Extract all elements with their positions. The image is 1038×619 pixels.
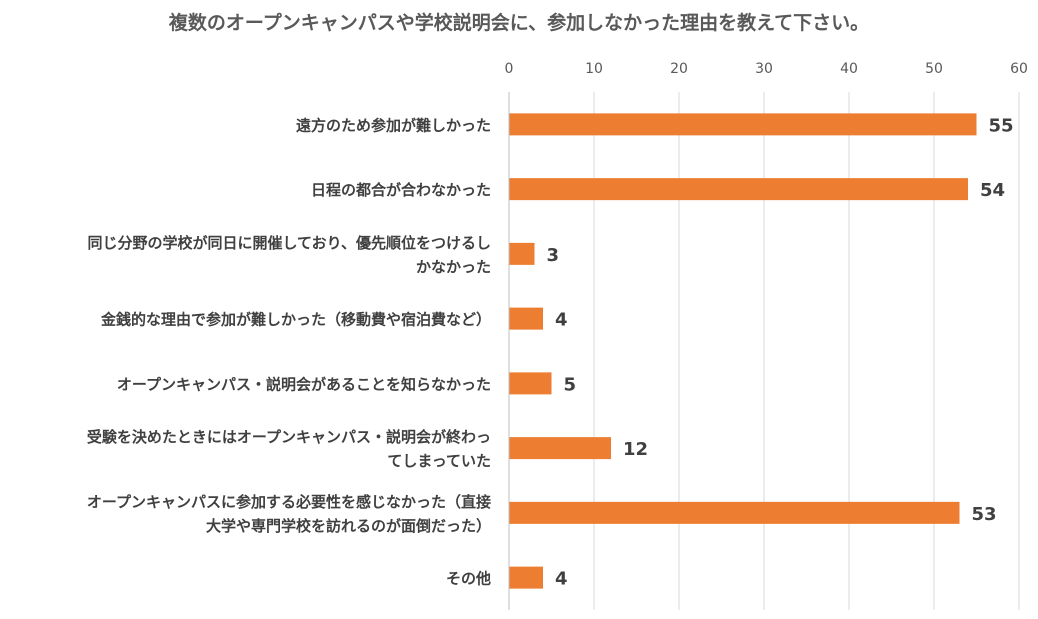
data-label-3: 4 <box>555 310 568 331</box>
x-tick-label-50: 50 <box>925 61 943 77</box>
category-label-4-0: オープンキャンパス・説明会があることを知らなかった <box>117 375 491 393</box>
category-label-6-0: オープンキャンパスに参加する必要性を感じなかった（直接 <box>87 493 491 511</box>
category-label-0-0: 遠方のため参加が難しかった <box>296 116 491 134</box>
category-label-2-0: 同じ分野の学校が同日に開催しており、優先順位をつけるし <box>87 234 491 252</box>
category-label-2-1: かなかった <box>416 258 491 276</box>
x-tick-label-60: 60 <box>1010 61 1028 77</box>
bar-3 <box>509 307 543 330</box>
bar-1 <box>509 178 968 201</box>
bar-6 <box>509 501 960 524</box>
category-label-6-1: 大学や専門学校を訪れるのが面倒だった） <box>206 517 491 535</box>
data-label-6: 53 <box>972 504 997 525</box>
category-label-5-1: てしまっていた <box>387 452 491 470</box>
category-label-5-0: 受験を決めたときにはオープンキャンパス・説明会が終わっ <box>87 428 491 446</box>
x-tick-label-10: 10 <box>585 61 603 77</box>
bar-2 <box>509 242 535 265</box>
data-label-7: 4 <box>555 569 568 590</box>
x-tick-label-20: 20 <box>670 61 688 77</box>
x-tick-label-30: 30 <box>755 61 773 77</box>
bar-4 <box>509 372 552 395</box>
data-label-1: 54 <box>980 180 1005 201</box>
bar-7 <box>509 566 543 589</box>
category-label-1-0: 日程の都合が合わなかった <box>311 181 491 199</box>
chart-title: 複数のオープンキャンパスや学校説明会に、参加しなかった理由を教えて下さい。 <box>168 12 870 34</box>
data-label-2: 3 <box>547 245 560 266</box>
x-tick-label-40: 40 <box>840 61 858 77</box>
x-tick-label-0: 0 <box>505 61 514 77</box>
data-label-5: 12 <box>623 439 648 460</box>
data-label-0: 55 <box>989 115 1014 136</box>
bar-0 <box>509 113 977 136</box>
data-label-4: 5 <box>564 374 577 395</box>
category-label-3-0: 金銭的な理由で参加が難しかった（移動費や宿泊費など） <box>100 311 491 329</box>
bar-5 <box>509 437 611 460</box>
category-label-7-0: その他 <box>446 570 491 588</box>
